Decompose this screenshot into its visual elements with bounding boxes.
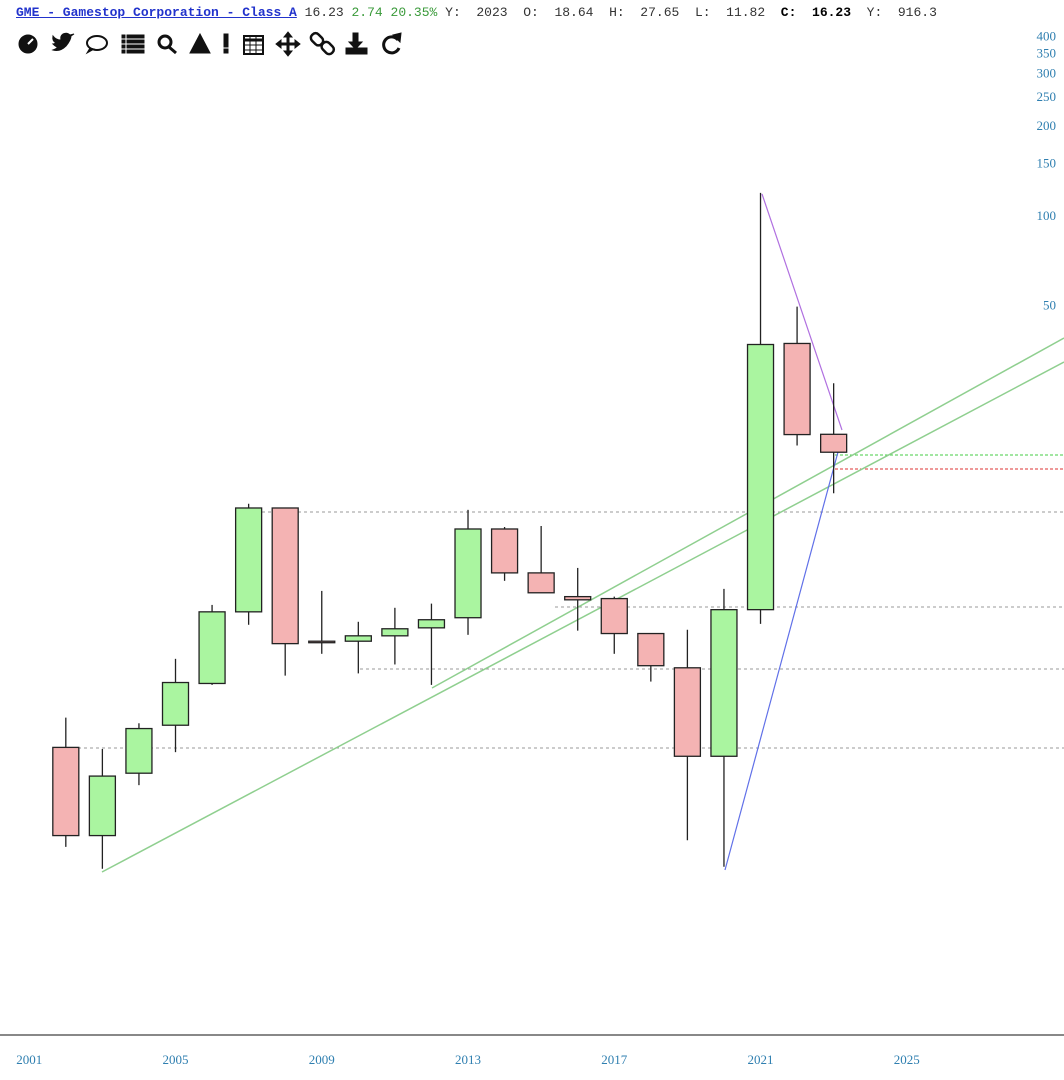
x-tick-label: 2005 xyxy=(163,1052,189,1067)
link-icon[interactable] xyxy=(309,31,336,56)
last-price: 16.23 xyxy=(304,5,344,20)
y-tick-label: 100 xyxy=(1037,208,1057,223)
quote-header: GME - Gamestop Corporation - Class A 16.… xyxy=(16,5,1064,20)
candle-body xyxy=(125,727,153,774)
list-icon[interactable] xyxy=(121,34,145,54)
field-value: 2023 xyxy=(476,5,508,20)
candle-body xyxy=(234,507,263,613)
trend-line xyxy=(761,193,843,431)
y-tick-label: 200 xyxy=(1037,118,1057,133)
triangle-icon[interactable] xyxy=(189,32,211,54)
candle-body xyxy=(746,343,775,611)
y-tick-label: 350 xyxy=(1037,46,1057,61)
calendar-icon[interactable] xyxy=(243,35,264,55)
alert-icon[interactable] xyxy=(223,33,229,54)
y-tick-label: 300 xyxy=(1037,66,1057,81)
candle-body xyxy=(344,635,372,642)
candle-body xyxy=(308,640,336,644)
x-tick-label: 2025 xyxy=(894,1052,920,1067)
y-tick-label: 400 xyxy=(1037,28,1057,43)
x-tick-label: 2021 xyxy=(748,1052,774,1067)
field-label: O: xyxy=(523,5,539,20)
y-tick-label: 250 xyxy=(1037,89,1057,104)
x-tick-label: 2013 xyxy=(455,1052,481,1067)
change-pct: 20.35% xyxy=(390,5,438,20)
candle-body xyxy=(52,746,80,837)
refresh-icon[interactable] xyxy=(382,32,402,55)
candle-body xyxy=(673,667,702,757)
y-tick-label: 150 xyxy=(1037,155,1057,170)
candle-body xyxy=(637,632,665,667)
field-label: Y: xyxy=(866,5,883,20)
dashboard-icon[interactable] xyxy=(18,34,38,54)
trend-line xyxy=(101,361,1064,873)
field-label: Y: xyxy=(445,5,461,20)
candle-body xyxy=(88,775,117,837)
candle-body xyxy=(271,507,299,645)
x-tick-label: 2001 xyxy=(16,1052,42,1067)
download-icon[interactable] xyxy=(345,32,368,55)
toolbar xyxy=(18,31,402,57)
x-tick-label: 2009 xyxy=(309,1052,335,1067)
candle-body xyxy=(710,609,738,757)
candle-body xyxy=(600,597,628,635)
candle-body xyxy=(454,528,482,619)
candle-body xyxy=(783,342,811,436)
comment-icon[interactable] xyxy=(85,35,108,55)
field-label: C: xyxy=(780,5,797,20)
field-value: 16.23 xyxy=(812,5,852,20)
change: 2.74 xyxy=(351,5,383,20)
trend-line xyxy=(724,451,839,871)
field-label: L: xyxy=(694,5,711,20)
drawings xyxy=(66,193,1064,873)
candle-body xyxy=(490,528,519,574)
field-label: H: xyxy=(609,5,625,20)
candle-body xyxy=(564,595,592,601)
candle-body xyxy=(527,572,555,594)
candle-body xyxy=(417,619,446,629)
candle-body xyxy=(198,611,226,685)
x-tick-label: 2017 xyxy=(601,1052,628,1067)
field-value: 11.82 xyxy=(726,5,766,20)
ohlc-fields: Y: 2023 O: 18.64 H: 27.65 L: 11.82 C: 16… xyxy=(445,5,945,20)
search-icon[interactable] xyxy=(157,34,177,55)
candle-body xyxy=(819,433,848,453)
ticker-link[interactable]: GME - Gamestop Corporation - Class A xyxy=(16,5,297,20)
candle-body xyxy=(161,681,190,726)
y-tick-label: 50 xyxy=(1043,298,1056,313)
candle-body xyxy=(381,628,409,637)
twitter-icon[interactable] xyxy=(51,32,75,51)
move-icon[interactable] xyxy=(275,31,301,57)
field-value: 916.3 xyxy=(897,5,937,20)
field-value: 27.65 xyxy=(640,5,680,20)
field-value: 18.64 xyxy=(554,5,594,20)
